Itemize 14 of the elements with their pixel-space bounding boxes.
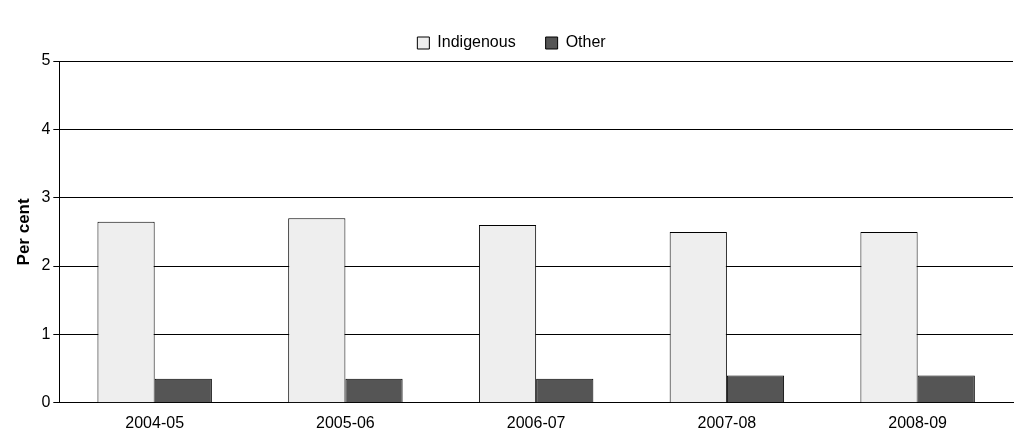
y-tick-label: 0 — [41, 393, 51, 411]
x-tick-label: 2007-08 — [697, 413, 757, 431]
legend-label: Other — [565, 33, 607, 51]
x-tick-label: 2008-09 — [888, 413, 948, 431]
legend-label: Indigenous — [437, 33, 516, 51]
x-tick-label: 2005-06 — [316, 413, 375, 431]
y-tick-label: 2 — [41, 256, 51, 274]
y-tick-label: 5 — [41, 51, 51, 69]
y-tick-label: 3 — [41, 188, 51, 206]
y-tick-label: 1 — [41, 324, 51, 342]
x-tick-label: 2004-05 — [125, 413, 185, 431]
y-axis-title: Per cent — [13, 198, 33, 266]
x-tick-label: 2006-07 — [506, 413, 566, 431]
y-tick-label: 4 — [41, 119, 51, 137]
